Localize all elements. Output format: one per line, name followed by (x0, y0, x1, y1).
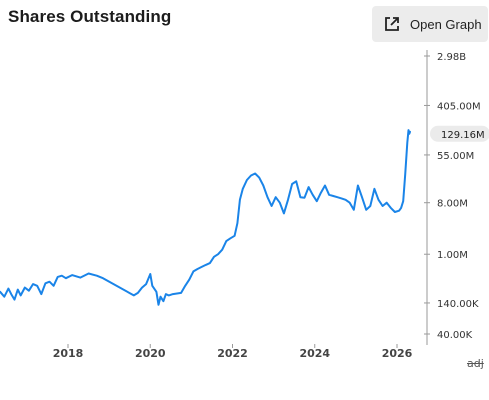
y-tick-label: 8.00M (437, 199, 468, 210)
x-tick-label: 2024 (299, 347, 330, 360)
x-tick-label: 2026 (382, 347, 413, 360)
open-graph-button[interactable]: Open Graph (372, 6, 488, 42)
y-tick-label: 55.00M (437, 151, 474, 162)
last-value-badge-bg (430, 125, 489, 142)
y-tick-label: 40.00K (437, 330, 473, 341)
shares-series-line (0, 129, 411, 306)
x-axis: 2018 2020 2022 2024 2026 (53, 344, 413, 360)
y-tick-label: 1.00M (437, 250, 468, 261)
y-tick-label: 2.98B (437, 52, 466, 63)
last-value-label: 129.16M (441, 130, 485, 141)
chart-title: Shares Outstanding (8, 7, 172, 26)
y-tick-label: 140.00K (437, 299, 479, 310)
x-tick-label: 2020 (135, 347, 166, 360)
x-tick-label: 2018 (53, 347, 84, 360)
last-value-badge: 129.16M (430, 125, 489, 142)
external-link-icon (383, 15, 401, 33)
adj-toggle[interactable]: adj (467, 357, 484, 370)
y-tick-label: 405.00M (437, 101, 481, 112)
x-tick-label: 2022 (217, 347, 248, 360)
y-axis: 2.98B 405.00M 55.00M 8.00M 1.00M 140.00K 40.00… (424, 50, 481, 345)
open-graph-label: Open Graph (410, 16, 482, 32)
